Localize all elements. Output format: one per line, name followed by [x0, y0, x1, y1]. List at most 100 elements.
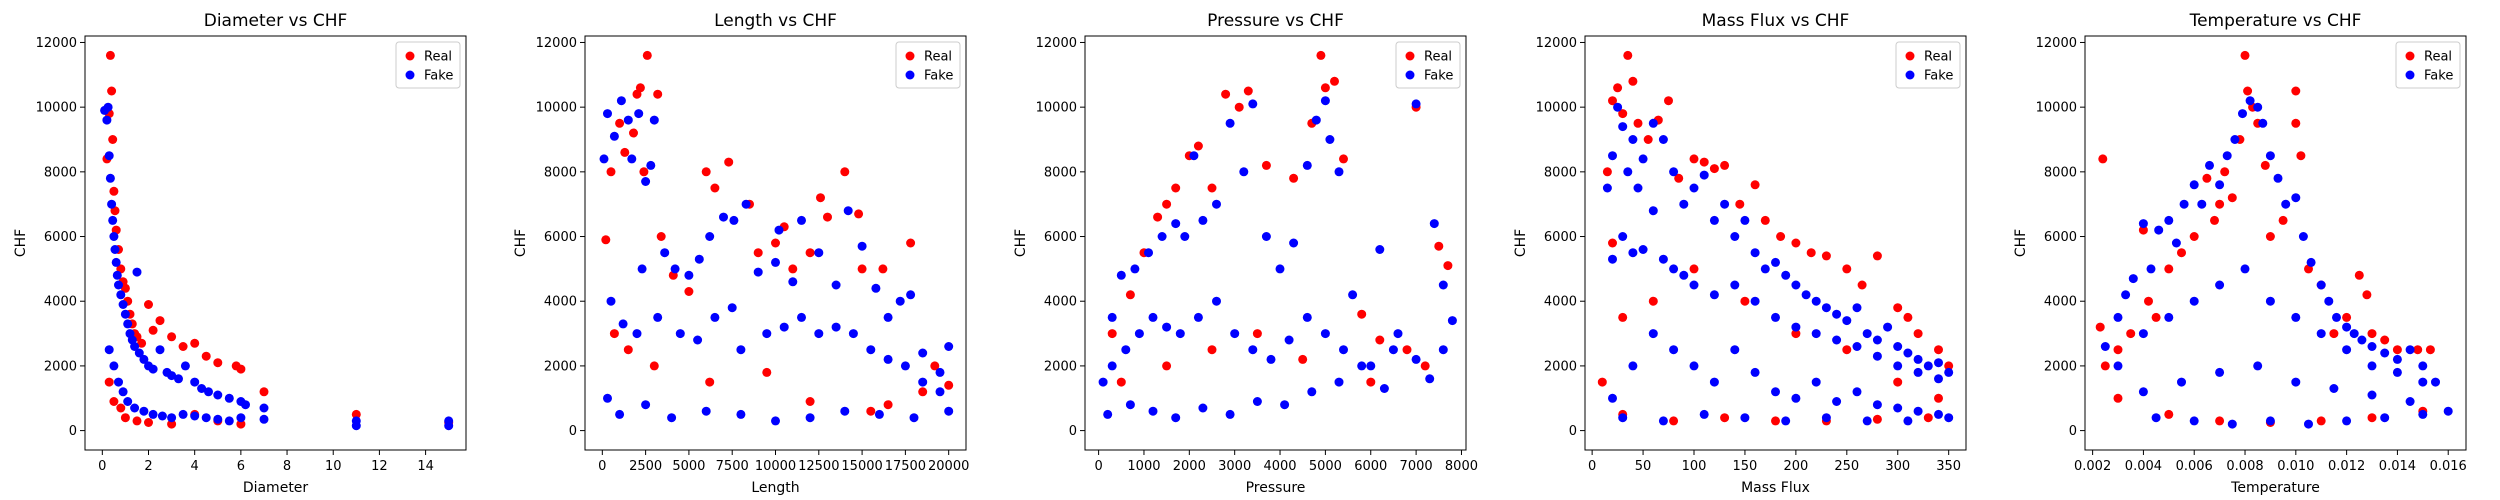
data-point-fake — [1618, 413, 1628, 423]
data-point-real — [823, 212, 832, 222]
data-point-fake — [2342, 345, 2352, 355]
data-point-fake — [2245, 96, 2255, 106]
data-point-real — [684, 287, 694, 296]
data-point-fake — [771, 257, 780, 267]
data-point-fake — [1740, 215, 1750, 225]
data-point-fake — [197, 384, 207, 393]
data-point-real — [854, 209, 864, 219]
series-fake — [100, 102, 454, 431]
data-point-fake — [1320, 329, 1330, 339]
data-point-fake — [1669, 345, 1679, 355]
x-axis-label: Temperature — [2230, 480, 2320, 496]
data-point-real — [2240, 50, 2250, 60]
data-point-real — [1709, 164, 1719, 174]
data-point-real — [1913, 329, 1923, 339]
data-point-fake — [1107, 361, 1117, 371]
data-point-fake — [2238, 109, 2247, 119]
data-point-real — [788, 264, 798, 274]
x-tick-label: 5000 — [1309, 459, 1342, 474]
data-point-fake — [2332, 312, 2341, 322]
data-point-fake — [1348, 290, 1358, 300]
data-point-fake — [1842, 316, 1852, 326]
data-point-fake — [174, 374, 183, 384]
data-point-fake — [2121, 290, 2131, 300]
x-tick-label: 0.016 — [2430, 459, 2467, 474]
data-point-fake — [2380, 413, 2390, 423]
data-point-fake — [840, 406, 850, 416]
data-point-fake — [1658, 135, 1668, 144]
series-fake — [1098, 96, 1457, 423]
chart-4: Mass Flux vs CHF 0 50 100 150 200 250 300 350 0 20… — [1513, 11, 1967, 496]
data-point-fake — [2230, 135, 2240, 144]
data-point-fake — [1862, 416, 1872, 426]
data-point-real — [1633, 118, 1643, 128]
data-point-fake — [1903, 416, 1913, 426]
data-point-real — [623, 345, 633, 355]
data-point-fake — [1162, 322, 1172, 332]
x-tick-label: 0 — [598, 459, 606, 474]
data-point-fake — [134, 348, 144, 358]
x-tick-label: 2 — [144, 459, 152, 474]
x-tick-label: 0 — [1588, 459, 1596, 474]
data-point-fake — [2273, 173, 2283, 183]
data-point-real — [2329, 329, 2339, 339]
data-point-fake — [1225, 409, 1235, 419]
x-tick-label: 10000 — [755, 459, 796, 474]
data-point-real — [1934, 345, 1943, 355]
y-tick-label: 8000 — [44, 165, 77, 180]
data-point-fake — [1791, 280, 1801, 290]
data-point-fake — [2177, 377, 2186, 387]
data-point-fake — [155, 345, 165, 355]
x-tick-label: 12500 — [798, 459, 839, 474]
data-point-real — [144, 418, 153, 427]
data-point-fake — [1913, 367, 1923, 377]
data-point-real — [2113, 393, 2123, 403]
data-point-real — [753, 248, 763, 258]
data-point-real — [1771, 416, 1780, 426]
data-point-fake — [2146, 264, 2156, 274]
data-point-fake — [609, 131, 619, 141]
data-point-fake — [180, 361, 190, 371]
data-point-real — [2380, 335, 2390, 345]
data-point-fake — [1821, 303, 1831, 313]
data-point-real — [2095, 322, 2105, 332]
x-tick-label: 10 — [325, 459, 342, 474]
data-point-fake — [1791, 322, 1801, 332]
legend-label-fake: Fake — [424, 69, 453, 84]
x-tick-label: 7000 — [1400, 459, 1433, 474]
legend: Real Fake — [2395, 41, 2461, 89]
data-point-real — [2202, 173, 2212, 183]
x-tick-label: 2000 — [1173, 459, 1206, 474]
data-point-fake — [909, 413, 919, 423]
data-point-real — [918, 387, 928, 397]
data-point-fake — [1648, 206, 1658, 216]
y-tick-label: 8000 — [544, 165, 577, 180]
data-point-fake — [108, 215, 118, 225]
data-point-real — [1740, 296, 1750, 306]
data-point-fake — [2113, 361, 2123, 371]
data-point-fake — [104, 151, 114, 161]
y-tick-label: 10000 — [36, 101, 77, 116]
x-tick-label: 0.006 — [2176, 459, 2213, 474]
legend-marker-fake — [2405, 70, 2415, 80]
chart-title: Diameter vs CHF — [204, 11, 348, 31]
data-point-fake — [944, 406, 954, 416]
data-point-fake — [2258, 118, 2268, 128]
data-point-real — [705, 377, 715, 387]
series-fake — [599, 96, 954, 426]
data-point-fake — [2222, 151, 2232, 161]
data-point-fake — [627, 154, 637, 164]
y-tick-label: 0 — [69, 424, 77, 439]
legend: Real Fake — [1895, 41, 1961, 89]
data-point-real — [1316, 50, 1326, 60]
data-point-real — [105, 50, 115, 60]
data-point-fake — [1429, 219, 1439, 229]
data-point-fake — [1832, 309, 1842, 319]
data-point-real — [1252, 329, 1262, 339]
data-point-fake — [1781, 416, 1791, 426]
data-point-real — [1842, 264, 1852, 274]
data-point-real — [1806, 248, 1816, 258]
data-point-real — [840, 167, 850, 177]
y-tick-label: 4000 — [1544, 295, 1577, 310]
